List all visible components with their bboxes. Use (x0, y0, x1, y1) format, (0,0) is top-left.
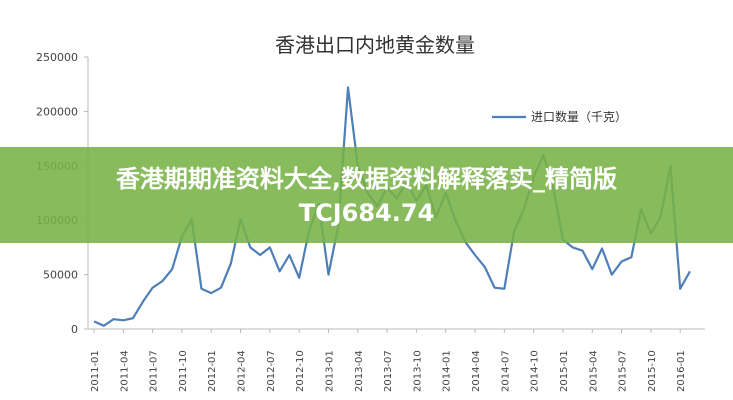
x-tick-label: 2012-07 (266, 350, 277, 392)
y-tick-label: 0 (71, 323, 78, 336)
x-tick-label: 2015-01 (559, 350, 570, 392)
banner-code: TCJ684.74 (298, 199, 435, 227)
x-tick-label: 2015-04 (588, 350, 599, 392)
x-tick-label: 2014-10 (530, 350, 541, 392)
x-tick-label: 2011-01 (90, 350, 101, 392)
x-tick-label: 2012-04 (237, 350, 248, 392)
y-tick-label: 250000 (36, 51, 78, 64)
x-tick-label: 2016-01 (676, 350, 687, 392)
x-tick-label: 2013-01 (324, 350, 335, 392)
overlay-banner: 香港期期准资料大全,数据资料解释落实_精简版 TCJ684.74 (0, 147, 733, 243)
x-tick-label: 2014-01 (442, 350, 453, 392)
x-tick-label: 2015-07 (618, 350, 629, 392)
x-tick-label: 2011-07 (149, 350, 160, 392)
x-tick-label: 2013-07 (383, 350, 394, 392)
y-tick-label: 200000 (36, 105, 78, 118)
x-tick-label: 2014-04 (471, 350, 482, 392)
x-tick-label: 2011-10 (178, 350, 189, 392)
x-tick-label: 2014-07 (500, 350, 511, 392)
x-tick-label: 2012-10 (295, 350, 306, 392)
banner-title: 香港期期准资料大全,数据资料解释落实_精简版 (115, 165, 618, 193)
x-tick-label: 2015-10 (647, 350, 658, 392)
x-tick-label: 2012-01 (207, 350, 218, 392)
x-tick-label: 2011-04 (119, 350, 130, 392)
x-tick-label: 2013-04 (354, 350, 365, 392)
x-tick-label: 2013-10 (412, 350, 423, 392)
legend-label: 进口数量（千克） (531, 109, 627, 124)
chart-title: 香港出口内地黄金数量 (275, 33, 475, 57)
y-tick-label: 50000 (43, 269, 78, 282)
